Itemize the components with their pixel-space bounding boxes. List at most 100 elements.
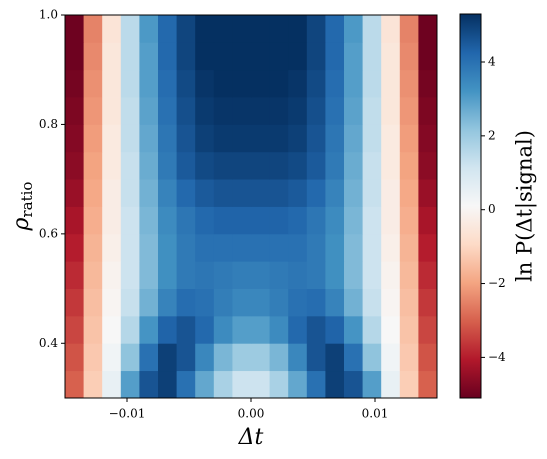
heatmap-cell — [399, 42, 419, 71]
heatmap-cell — [213, 288, 233, 317]
heatmap-cell — [102, 97, 122, 125]
heatmap-cell — [306, 315, 326, 344]
y-axis-subscript: ratio — [18, 182, 36, 218]
heatmap-cell — [102, 343, 122, 372]
heatmap-cell — [344, 42, 363, 71]
heatmap-cell — [288, 151, 308, 180]
heatmap-cell — [269, 69, 289, 98]
heatmap-cell — [325, 42, 345, 71]
heatmap-cell — [102, 233, 122, 262]
heatmap-cell — [344, 315, 363, 344]
x-tick-label: −0.01 — [109, 407, 146, 421]
heatmap-cell — [65, 151, 84, 180]
heatmap-cell — [251, 69, 270, 98]
heatmap-cell — [65, 97, 84, 125]
heatmap-cell — [288, 315, 308, 344]
heatmap-cell — [381, 343, 401, 372]
heatmap-cell — [288, 42, 308, 71]
heatmap-cell — [83, 69, 103, 98]
heatmap-cell — [381, 97, 401, 125]
heatmap-cell — [158, 179, 177, 207]
x-tick-label: 0.00 — [238, 407, 265, 421]
x-tick-label: 0.01 — [362, 407, 389, 421]
heatmap-cell — [139, 42, 159, 71]
heatmap-cell — [232, 151, 252, 180]
heatmap-cell — [195, 124, 215, 153]
heatmap-cell — [418, 315, 438, 344]
heatmap-cell — [120, 370, 140, 399]
heatmap-cell — [325, 206, 345, 235]
heatmap-cell — [306, 233, 326, 262]
heatmap-cell — [176, 151, 196, 180]
heatmap-cell — [399, 124, 419, 153]
heatmap-cell — [65, 370, 84, 399]
heatmap-cell — [232, 315, 252, 344]
heatmap-cell — [306, 343, 326, 372]
colorbar-title: ln P(Δt|signal) — [513, 130, 538, 282]
heatmap-cell — [381, 233, 401, 262]
heatmap-cell — [120, 206, 140, 235]
heatmap-cell — [158, 233, 177, 262]
heatmap-cell — [195, 69, 215, 98]
y-axis-title: ρratio — [9, 182, 36, 232]
heatmap-cell — [306, 124, 326, 153]
heatmap-cell — [213, 42, 233, 71]
heatmap-cell — [120, 69, 140, 98]
heatmap-cell — [83, 206, 103, 235]
colorbar-tick-label: −2 — [488, 276, 506, 290]
heatmap-cell — [102, 15, 122, 43]
heatmap-cell — [232, 179, 252, 207]
heatmap-cell — [195, 179, 215, 207]
heatmap-cell — [325, 343, 345, 372]
heatmap-cell — [325, 370, 345, 399]
heatmap-cell — [158, 42, 177, 71]
heatmap-cell — [344, 206, 363, 235]
heatmap-cell — [251, 233, 270, 262]
heatmap-cell — [158, 288, 177, 317]
heatmap-cell — [269, 343, 289, 372]
heatmap-cell — [325, 233, 345, 262]
heatmap-cell — [362, 69, 382, 98]
heatmap-cell — [381, 124, 401, 153]
heatmap-cell — [65, 233, 84, 262]
heatmap-cell — [418, 288, 438, 317]
heatmap-cell — [381, 288, 401, 317]
heatmap-cell — [362, 288, 382, 317]
heatmap-cell — [381, 151, 401, 180]
heatmap-cell — [65, 343, 84, 372]
heatmap-cell — [306, 15, 326, 43]
heatmap-cell — [213, 179, 233, 207]
heatmap-cell — [120, 15, 140, 43]
heatmap-cell — [176, 261, 196, 289]
heatmap-cell — [83, 151, 103, 180]
heatmap-cell — [399, 97, 419, 125]
heatmap-cell — [176, 315, 196, 344]
heatmap-cell — [102, 315, 122, 344]
heatmap-cell — [65, 124, 84, 153]
heatmap-cell — [83, 315, 103, 344]
heatmap-cell — [251, 151, 270, 180]
heatmap-cell — [213, 69, 233, 98]
heatmap-cell — [65, 42, 84, 71]
heatmap-cell — [251, 288, 270, 317]
heatmap — [65, 15, 438, 399]
heatmap-cell — [120, 42, 140, 71]
heatmap-cell — [344, 69, 363, 98]
heatmap-cell — [269, 97, 289, 125]
heatmap-cell — [176, 233, 196, 262]
heatmap-cell — [418, 97, 438, 125]
heatmap-cell — [325, 124, 345, 153]
colorbar-tick-label: −4 — [488, 350, 506, 364]
heatmap-cell — [306, 261, 326, 289]
heatmap-cell — [251, 15, 270, 43]
heatmap-cell — [213, 370, 233, 399]
heatmap-cell — [102, 179, 122, 207]
heatmap-cell — [251, 42, 270, 71]
heatmap-cell — [120, 124, 140, 153]
heatmap-cell — [176, 370, 196, 399]
heatmap-cell — [251, 343, 270, 372]
heatmap-cell — [399, 261, 419, 289]
heatmap-cell — [251, 206, 270, 235]
heatmap-cell — [306, 370, 326, 399]
